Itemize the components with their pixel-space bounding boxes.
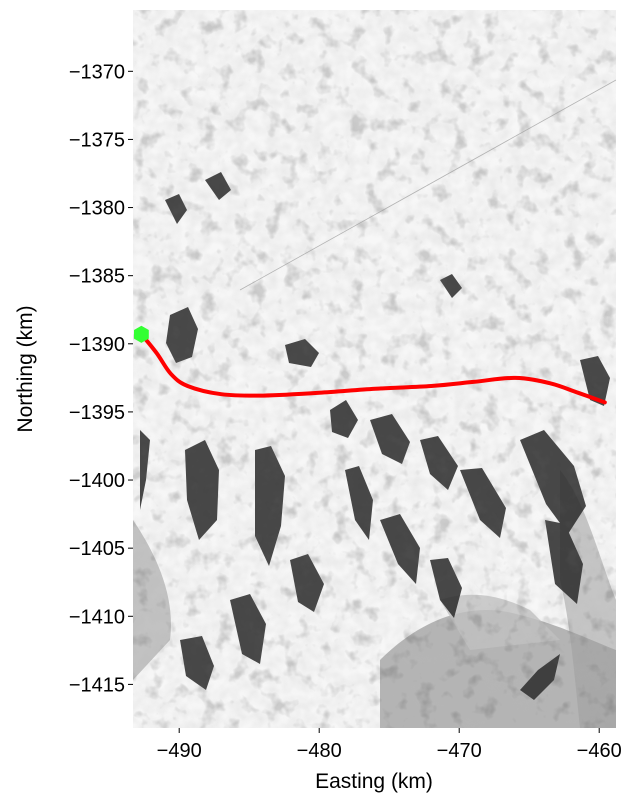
y-axis: −1370 −1375 −1380 −1385 −1390 −1395 −1400 −1405… bbox=[69, 61, 133, 696]
x-axis-title: Easting (km) bbox=[315, 770, 433, 793]
y-tick-label: −1375 bbox=[69, 129, 125, 151]
x-tick-label: −480 bbox=[297, 740, 342, 762]
x-axis: −490 −480 −470 −460 bbox=[157, 728, 622, 762]
satellite-imagery bbox=[133, 10, 616, 728]
y-tick-label: −1395 bbox=[69, 402, 125, 424]
y-axis-title: Northing (km) bbox=[14, 305, 37, 432]
x-tick-label: −470 bbox=[437, 740, 482, 762]
y-tick-label: −1390 bbox=[69, 334, 125, 356]
y-tick-label: −1410 bbox=[69, 606, 125, 628]
y-tick-label: −1405 bbox=[69, 538, 125, 560]
y-tick-label: −1415 bbox=[69, 674, 125, 696]
track-layer bbox=[134, 325, 607, 405]
start-marker bbox=[134, 325, 149, 343]
x-tick-label: −460 bbox=[577, 740, 622, 762]
track-line bbox=[139, 332, 607, 405]
y-tick-label: −1400 bbox=[69, 470, 125, 492]
y-tick-label: −1380 bbox=[69, 198, 125, 220]
y-tick-label: −1370 bbox=[69, 61, 125, 83]
x-tick-label: −490 bbox=[157, 740, 202, 762]
y-tick-label: −1385 bbox=[69, 266, 125, 288]
